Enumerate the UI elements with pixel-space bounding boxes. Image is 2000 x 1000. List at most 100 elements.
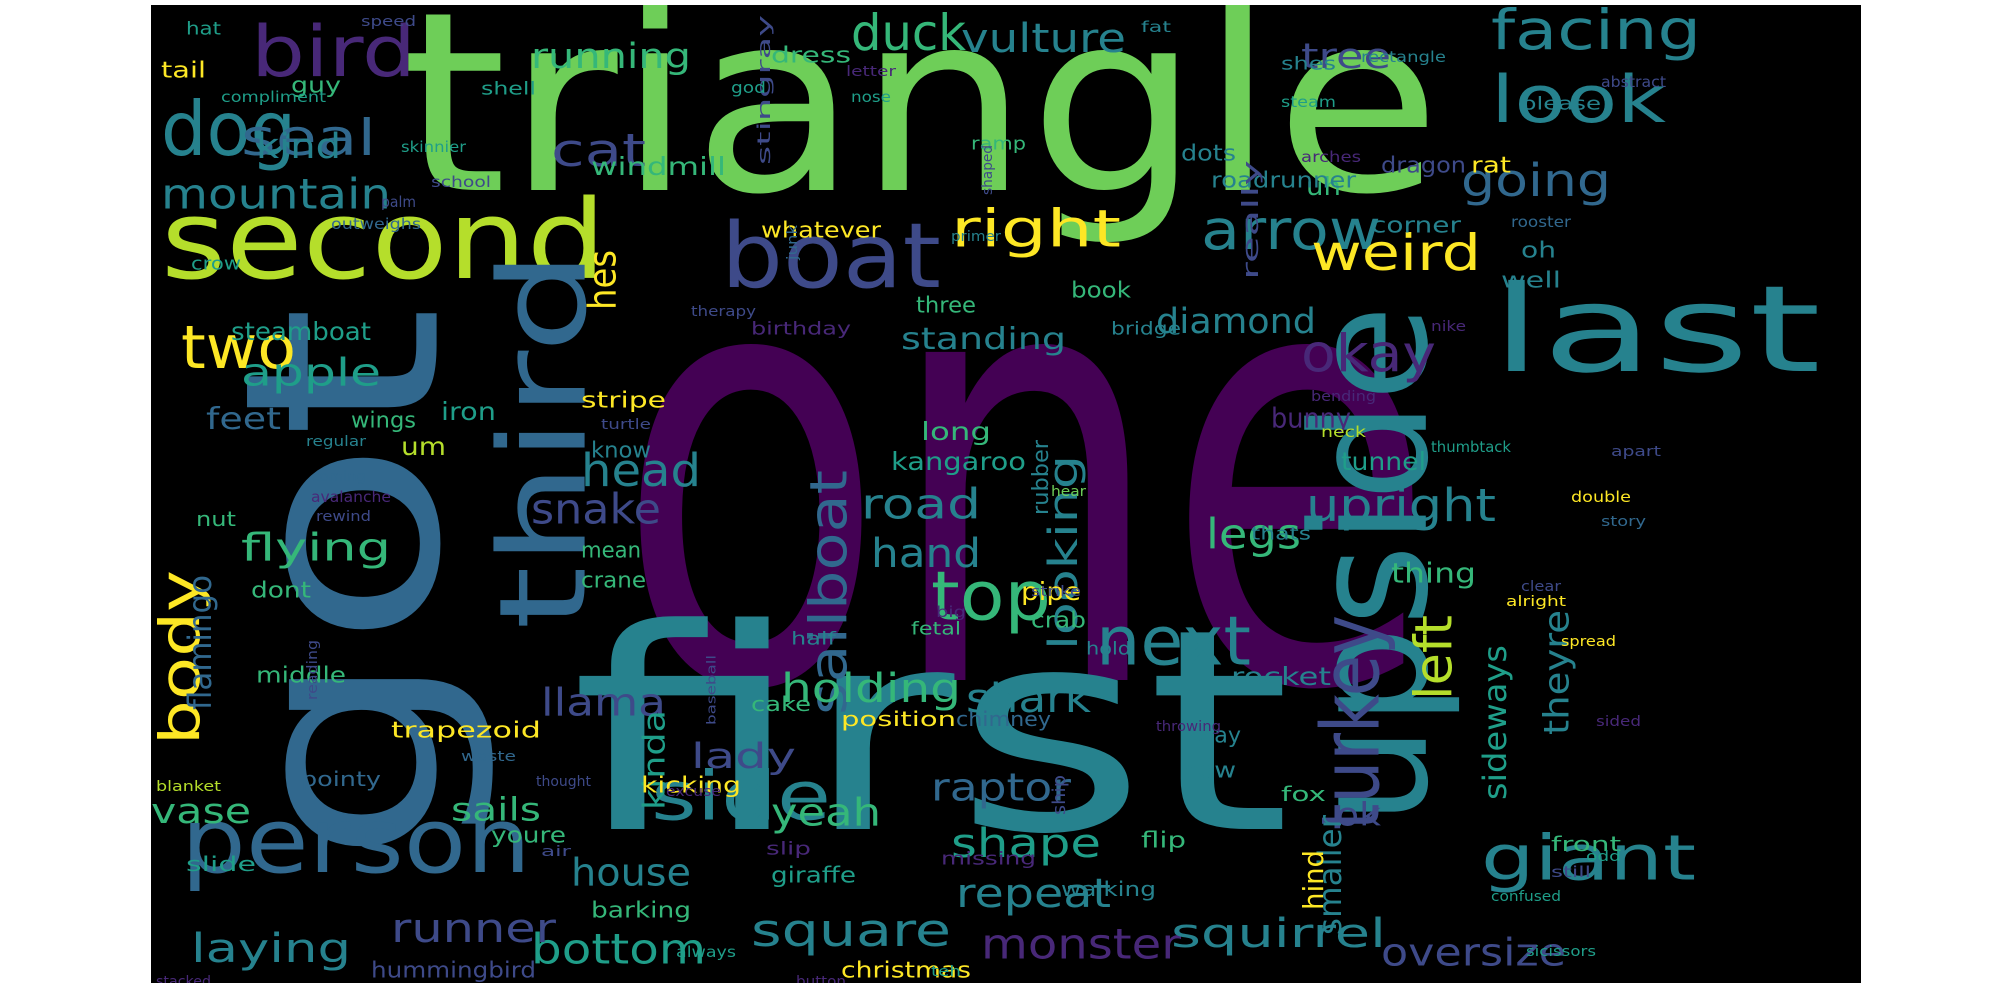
word-smaller: smaller: [1311, 814, 1349, 935]
word-apart: apart: [1611, 444, 1662, 460]
word-speed: speed: [361, 14, 416, 30]
word-kinda: kinda: [637, 710, 672, 810]
word-duck: duck: [851, 5, 966, 62]
word-thought: thought: [536, 774, 591, 790]
word-fox: fox: [1281, 782, 1326, 806]
word-stacked: stacked: [156, 974, 211, 983]
word-flip: flip: [1141, 829, 1186, 854]
word-steam: steam: [1281, 93, 1336, 111]
word-fetal: fetal: [911, 618, 961, 639]
word-three: three: [916, 294, 976, 319]
word-got: got: [186, 305, 501, 865]
word-slide: slide: [186, 852, 256, 876]
word-slip: slip: [766, 838, 811, 859]
word-iron: iron: [441, 397, 496, 426]
word-house: house: [571, 850, 691, 894]
word-hold: hold: [1086, 638, 1131, 659]
word-dots: dots: [1181, 142, 1236, 167]
word-dress: dress: [771, 44, 851, 69]
word-squirrel: squirrel: [1171, 911, 1386, 957]
word-tree: tree: [1301, 37, 1391, 77]
word-confused: confused: [1491, 889, 1561, 905]
word-theyre: theyre: [1537, 610, 1577, 735]
word-repeat: repeat: [956, 871, 1111, 917]
word-god: god: [731, 78, 766, 97]
word-middle: middle: [256, 664, 346, 689]
word-please: please: [1521, 93, 1601, 114]
word-two: two: [181, 313, 296, 383]
word-dragon: dragon: [1381, 154, 1466, 179]
word-going: going: [1461, 154, 1611, 207]
word-giraffe: giraffe: [771, 864, 856, 889]
word-stingray: stingray: [754, 14, 775, 165]
word-primer: primer: [951, 229, 1001, 245]
word-diamond: diamond: [1156, 302, 1316, 342]
word-third: third: [475, 250, 614, 630]
word-raptor: raptor: [931, 765, 1071, 809]
word-steamboat: steamboat: [231, 317, 371, 346]
word-shell: shell: [481, 78, 536, 99]
word-pointy: pointy: [301, 767, 381, 791]
word-hand: hand: [871, 531, 981, 577]
word-legs: legs: [1206, 510, 1301, 559]
word-junk: junk: [785, 224, 801, 261]
word-oh: oh: [1521, 239, 1556, 264]
word-story: story: [1601, 514, 1646, 530]
word-cat: cat: [551, 124, 646, 177]
word-outweighs: outweighs: [331, 215, 421, 233]
word-monster: monster: [981, 920, 1182, 969]
word-bridge: bridge: [1111, 318, 1181, 339]
word-weird: weird: [1311, 224, 1481, 282]
word-crow: crow: [191, 253, 241, 274]
word-look: look: [1491, 63, 1666, 138]
word-thing: thing: [1391, 556, 1476, 589]
word-odd: odd: [1586, 849, 1621, 865]
word-trapezoid: trapezoid: [391, 719, 541, 744]
word-bird: bird: [251, 11, 416, 93]
word-front: front: [1551, 832, 1621, 856]
word-kind: kind: [256, 127, 341, 167]
word-apple: apple: [241, 350, 381, 394]
word-giant: giant: [1481, 822, 1696, 895]
word-sicissors: sicissors: [1526, 944, 1596, 960]
word-birthday: birthday: [751, 318, 851, 339]
word-waste: waste: [461, 749, 516, 765]
word-skinnier: skinnier: [401, 138, 467, 156]
word-letter: letter: [846, 64, 896, 80]
word-vase: vase: [151, 792, 251, 832]
word-baseball: baseball: [704, 655, 718, 725]
word-thumbtack: thumbtack: [1431, 438, 1511, 456]
word-barking: barking: [591, 899, 691, 924]
word-side: side: [651, 757, 831, 836]
word-runner: runner: [391, 906, 557, 952]
word-tail: tail: [161, 59, 206, 84]
word-rocket: rocket: [1231, 662, 1331, 691]
word-clear: clear: [1521, 579, 1561, 595]
word-regular: regular: [306, 434, 366, 450]
word-hummingbird: hummingbird: [371, 959, 536, 983]
word-hes: hes: [581, 250, 625, 310]
word-really: really: [1239, 160, 1264, 280]
word-half: half: [791, 628, 837, 649]
word-guy: guy: [291, 74, 341, 99]
word-book: book: [1071, 279, 1131, 304]
word-big: big: [936, 603, 966, 621]
word-yeah: yeah: [771, 790, 881, 834]
word-thats: thats: [1251, 523, 1311, 544]
word-lady: lady: [691, 737, 796, 777]
word-youre: youre: [491, 824, 566, 849]
word-ramp: ramp: [971, 133, 1026, 154]
word-vulture: vulture: [961, 16, 1126, 62]
word-avalanche: avalanche: [311, 488, 391, 506]
word-therapy: therapy: [691, 304, 756, 320]
word-abstract: abstract: [1601, 73, 1666, 91]
word-looking: looking: [1041, 455, 1087, 650]
word-sailboat: sailboat: [800, 470, 860, 715]
word-oversize: oversize: [1381, 930, 1566, 974]
word-excuse: excuse: [666, 784, 721, 800]
word-compliment: compliment: [221, 88, 326, 106]
word-throwing: throwing: [1156, 719, 1221, 735]
word-whatever: whatever: [761, 219, 882, 244]
word-feet: feet: [206, 402, 281, 437]
word-second: second: [161, 176, 606, 304]
